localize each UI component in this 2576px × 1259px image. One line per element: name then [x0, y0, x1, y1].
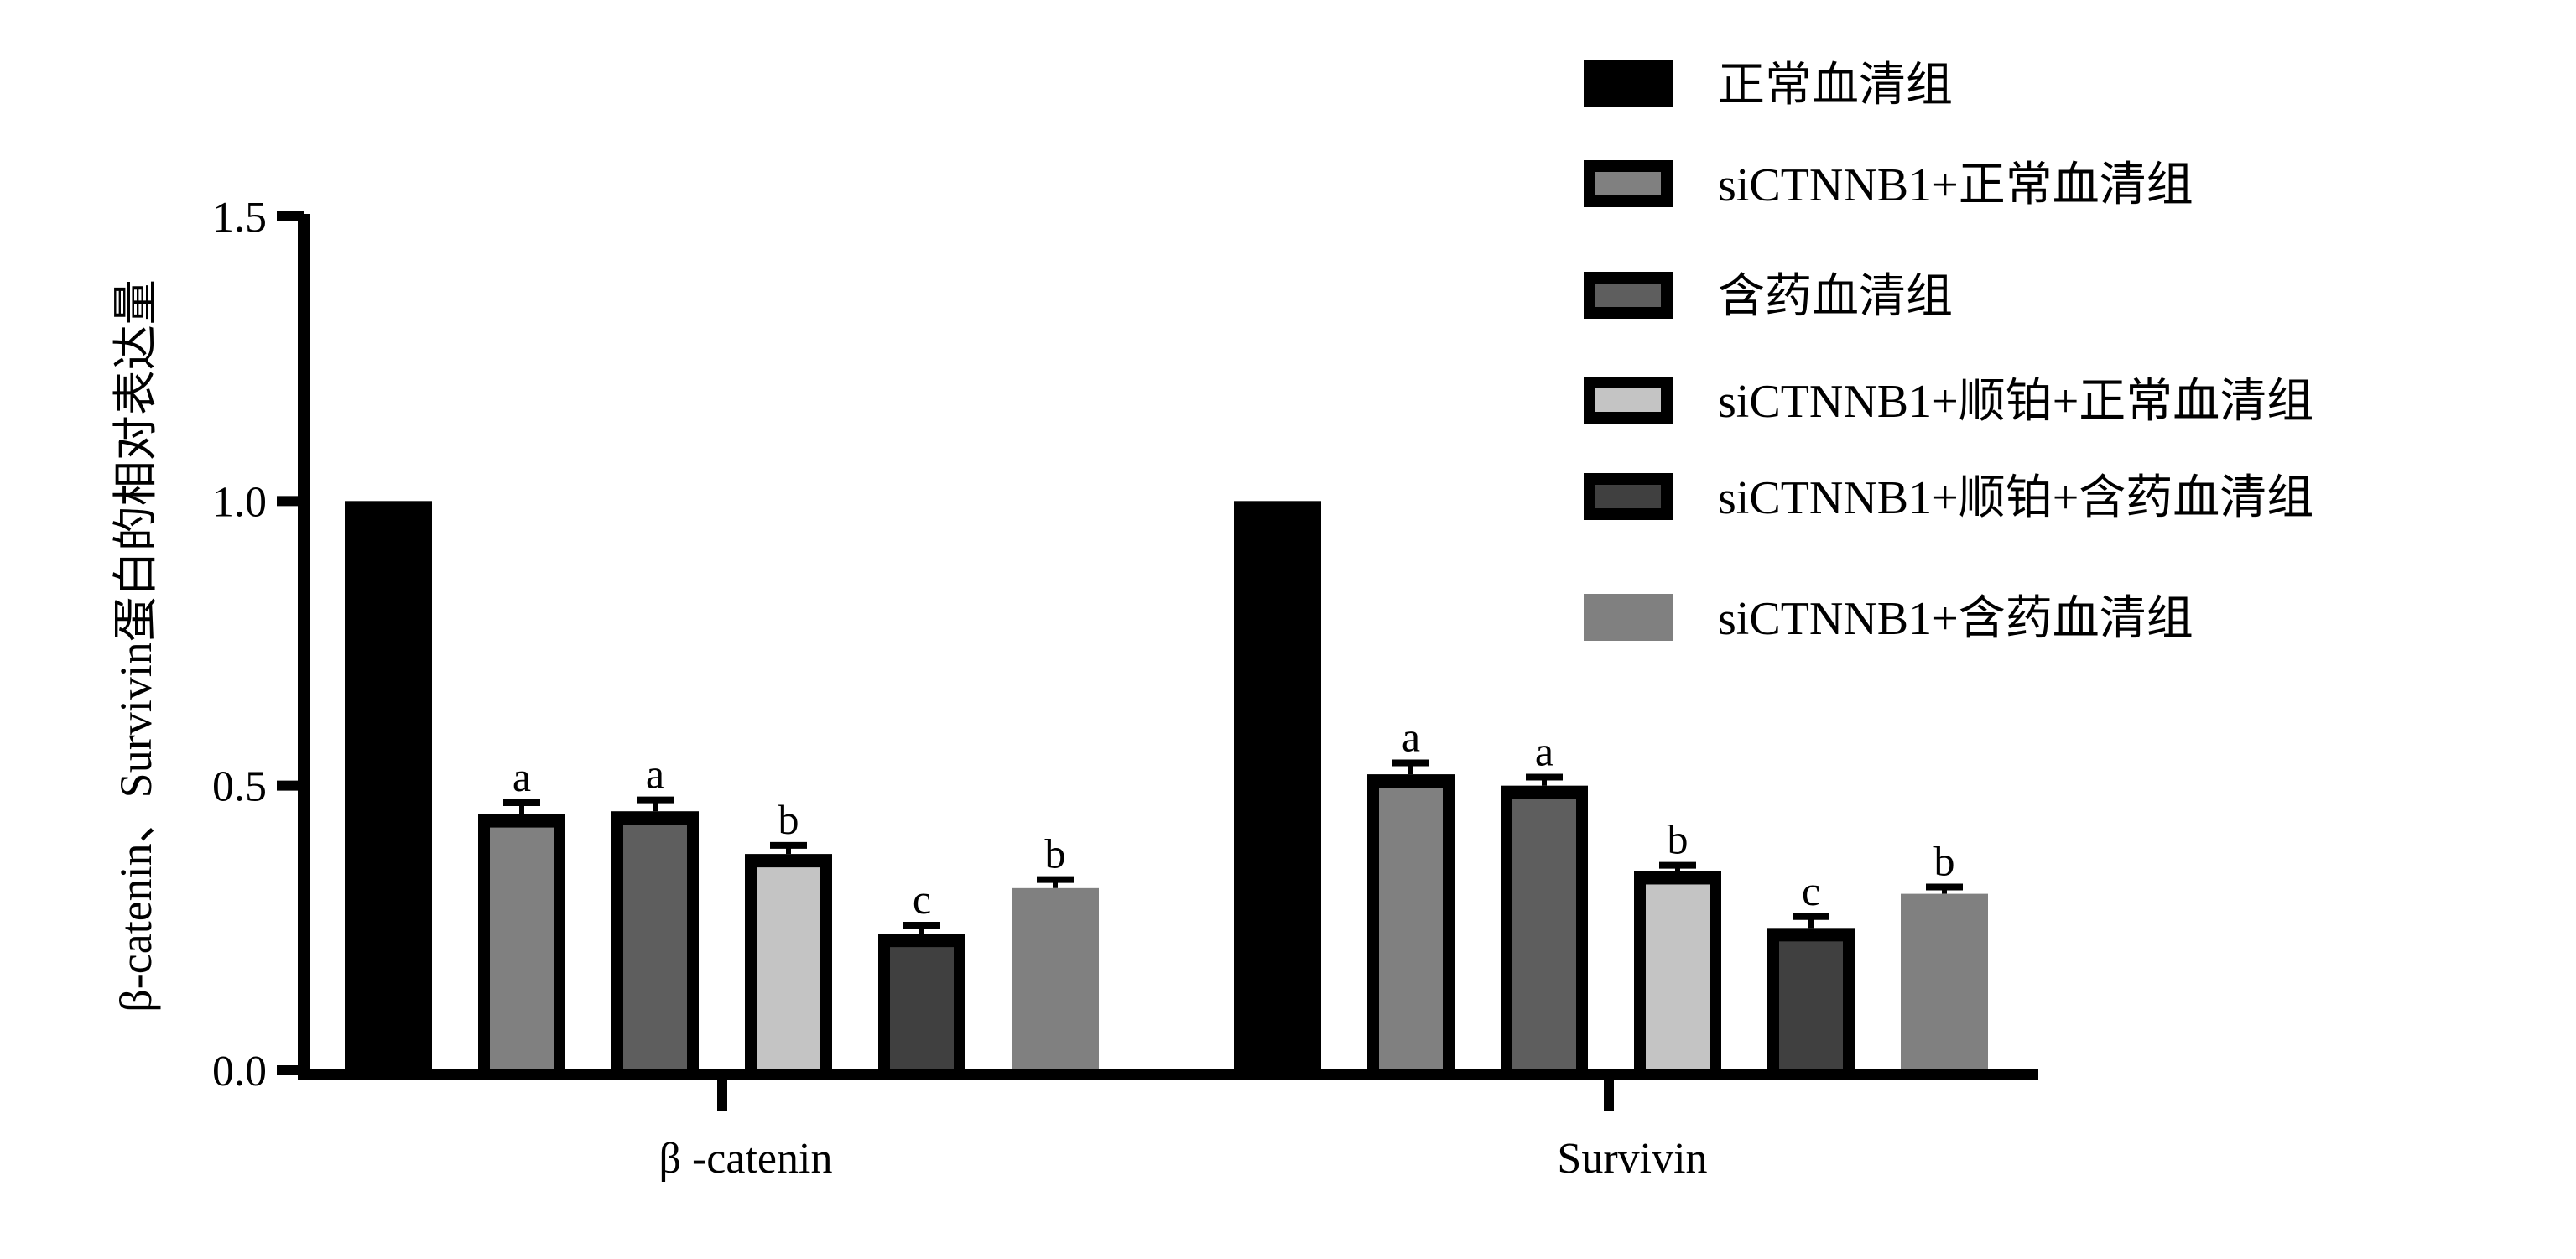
significance-label: b [1668, 816, 1689, 863]
bar [1234, 501, 1321, 1070]
x-ticks: β -catenin Survivin [659, 1074, 1708, 1183]
bar [890, 947, 954, 1070]
bar [757, 867, 820, 1070]
legend-swatch [1584, 594, 1673, 641]
significance-label: c [913, 876, 931, 923]
legend-label: siCTNNB1+含药血清组 [1718, 593, 2194, 645]
legend-item: siCTNNB1+顺铂+含药血清组 [1584, 472, 2313, 524]
significance-label: a [646, 751, 664, 798]
x-tick-label: Survivin [1557, 1135, 1707, 1183]
bar [490, 827, 554, 1070]
legend-item: 含药血清组 [1584, 271, 1953, 323]
legend-swatch [1584, 60, 1673, 107]
bar [1379, 788, 1443, 1070]
legend-swatch [1595, 388, 1661, 412]
legend-label: siCTNNB1+顺铂+含药血清组 [1718, 472, 2313, 524]
y-tick-label: 1.0 [212, 478, 267, 526]
significance-label: a [1535, 727, 1553, 774]
bar [623, 825, 687, 1070]
legend-label: 正常血清组 [1718, 60, 1953, 112]
legend-label: 含药血清组 [1718, 271, 1953, 323]
significance-label: b [1934, 837, 1955, 884]
legend-item: 正常血清组 [1584, 60, 1953, 112]
significance-label: c [1802, 867, 1820, 914]
legend-item: siCTNNB1+顺铂+正常血清组 [1584, 376, 2313, 428]
bar [1901, 893, 1988, 1070]
bar [1512, 799, 1576, 1070]
legend-swatch [1595, 485, 1661, 508]
bars-layer: a a a a b b c c b b [345, 501, 1988, 1070]
legend-label: siCTNNB1+正常血清组 [1718, 159, 2194, 211]
y-tick-label: 0.0 [212, 1048, 267, 1095]
bar [1779, 941, 1843, 1070]
legend-swatch [1595, 284, 1661, 307]
significance-label: a [1402, 714, 1420, 761]
x-tick-label: β -catenin [659, 1135, 833, 1183]
legend-swatch [1595, 172, 1661, 195]
legend-label: siCTNNB1+顺铂+正常血清组 [1718, 376, 2313, 428]
legend-item: siCTNNB1+含药血清组 [1584, 593, 2194, 645]
y-axis-label: β-catenin、Survivin蛋白的相对表达量 [111, 279, 161, 1012]
y-ticks: 0.0 0.5 1.0 1.5 [212, 194, 304, 1095]
bar [1012, 887, 1099, 1070]
significance-label: b [1045, 830, 1066, 877]
y-tick-label: 1.5 [212, 194, 267, 242]
significance-label: a [513, 753, 531, 800]
y-tick-label: 0.5 [212, 763, 267, 811]
legend-item: siCTNNB1+正常血清组 [1584, 159, 2194, 211]
significance-label: b [778, 796, 799, 843]
bar [1646, 884, 1710, 1070]
bar [345, 501, 432, 1070]
